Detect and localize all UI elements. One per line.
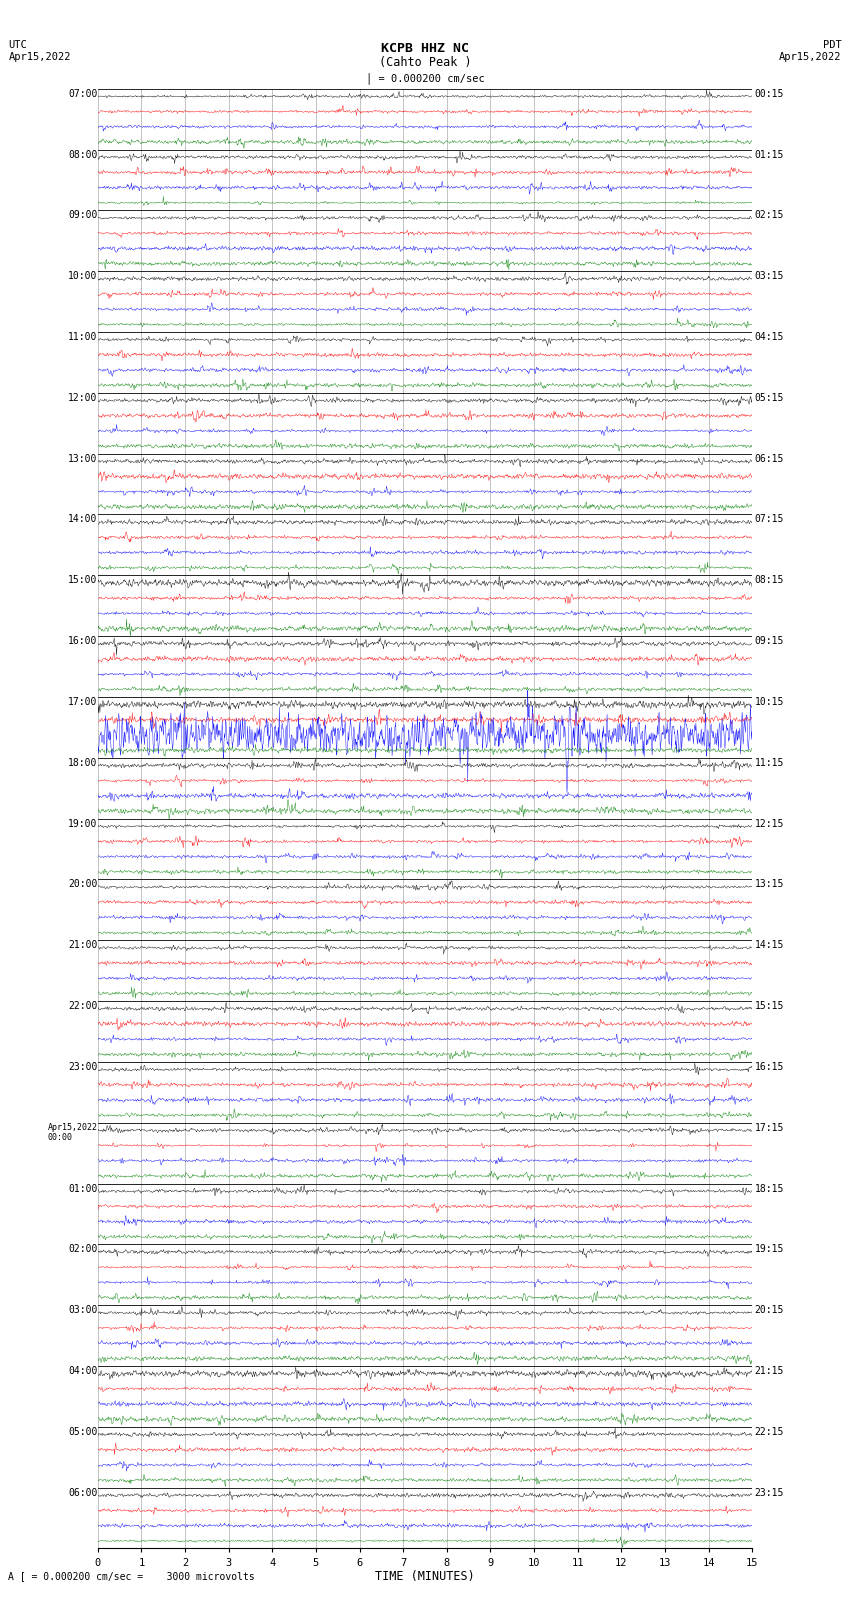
Text: 20:00: 20:00 xyxy=(68,879,98,889)
Text: 06:15: 06:15 xyxy=(755,453,784,463)
Text: 13:00: 13:00 xyxy=(68,453,98,463)
Text: 00:15: 00:15 xyxy=(755,89,784,98)
Text: 12:15: 12:15 xyxy=(755,819,784,829)
Text: 13:15: 13:15 xyxy=(755,879,784,889)
Text: 17:15: 17:15 xyxy=(755,1123,784,1132)
Text: 14:00: 14:00 xyxy=(68,515,98,524)
Text: Apr15,2022: Apr15,2022 xyxy=(779,52,842,61)
Text: 20:15: 20:15 xyxy=(755,1305,784,1315)
Text: PDT: PDT xyxy=(823,40,842,50)
Text: 11:15: 11:15 xyxy=(755,758,784,768)
Text: KCPB HHZ NC: KCPB HHZ NC xyxy=(381,42,469,55)
Text: 18:15: 18:15 xyxy=(755,1184,784,1194)
Text: 17:00: 17:00 xyxy=(68,697,98,706)
Text: 07:00: 07:00 xyxy=(68,89,98,98)
Text: 16:00: 16:00 xyxy=(68,636,98,647)
Text: 04:15: 04:15 xyxy=(755,332,784,342)
Text: 06:00: 06:00 xyxy=(68,1487,98,1497)
Text: 19:15: 19:15 xyxy=(755,1244,784,1255)
Text: 12:00: 12:00 xyxy=(68,394,98,403)
Text: (Cahto Peak ): (Cahto Peak ) xyxy=(379,56,471,69)
Text: 04:00: 04:00 xyxy=(68,1366,98,1376)
Text: 08:00: 08:00 xyxy=(68,150,98,160)
Text: 09:00: 09:00 xyxy=(68,210,98,221)
Text: Apr15,2022
00:00: Apr15,2022 00:00 xyxy=(48,1123,98,1142)
Text: UTC: UTC xyxy=(8,40,27,50)
Text: 05:15: 05:15 xyxy=(755,394,784,403)
Text: 09:15: 09:15 xyxy=(755,636,784,647)
X-axis label: TIME (MINUTES): TIME (MINUTES) xyxy=(375,1571,475,1584)
Text: 22:15: 22:15 xyxy=(755,1428,784,1437)
Text: 05:00: 05:00 xyxy=(68,1428,98,1437)
Text: 18:00: 18:00 xyxy=(68,758,98,768)
Text: 08:15: 08:15 xyxy=(755,576,784,586)
Text: 19:00: 19:00 xyxy=(68,819,98,829)
Text: 21:15: 21:15 xyxy=(755,1366,784,1376)
Text: 11:00: 11:00 xyxy=(68,332,98,342)
Text: 16:15: 16:15 xyxy=(755,1061,784,1073)
Text: 22:00: 22:00 xyxy=(68,1002,98,1011)
Text: │ = 0.000200 cm/sec: │ = 0.000200 cm/sec xyxy=(366,73,484,84)
Text: 15:00: 15:00 xyxy=(68,576,98,586)
Text: A [ = 0.000200 cm/sec =    3000 microvolts: A [ = 0.000200 cm/sec = 3000 microvolts xyxy=(8,1571,255,1581)
Text: 10:00: 10:00 xyxy=(68,271,98,281)
Text: 03:15: 03:15 xyxy=(755,271,784,281)
Text: Apr15,2022: Apr15,2022 xyxy=(8,52,71,61)
Text: 15:15: 15:15 xyxy=(755,1002,784,1011)
Text: 14:15: 14:15 xyxy=(755,940,784,950)
Text: 01:15: 01:15 xyxy=(755,150,784,160)
Text: 23:00: 23:00 xyxy=(68,1061,98,1073)
Text: 02:00: 02:00 xyxy=(68,1244,98,1255)
Text: 21:00: 21:00 xyxy=(68,940,98,950)
Text: 03:00: 03:00 xyxy=(68,1305,98,1315)
Text: 02:15: 02:15 xyxy=(755,210,784,221)
Text: 01:00: 01:00 xyxy=(68,1184,98,1194)
Text: 07:15: 07:15 xyxy=(755,515,784,524)
Text: 10:15: 10:15 xyxy=(755,697,784,706)
Text: 23:15: 23:15 xyxy=(755,1487,784,1497)
